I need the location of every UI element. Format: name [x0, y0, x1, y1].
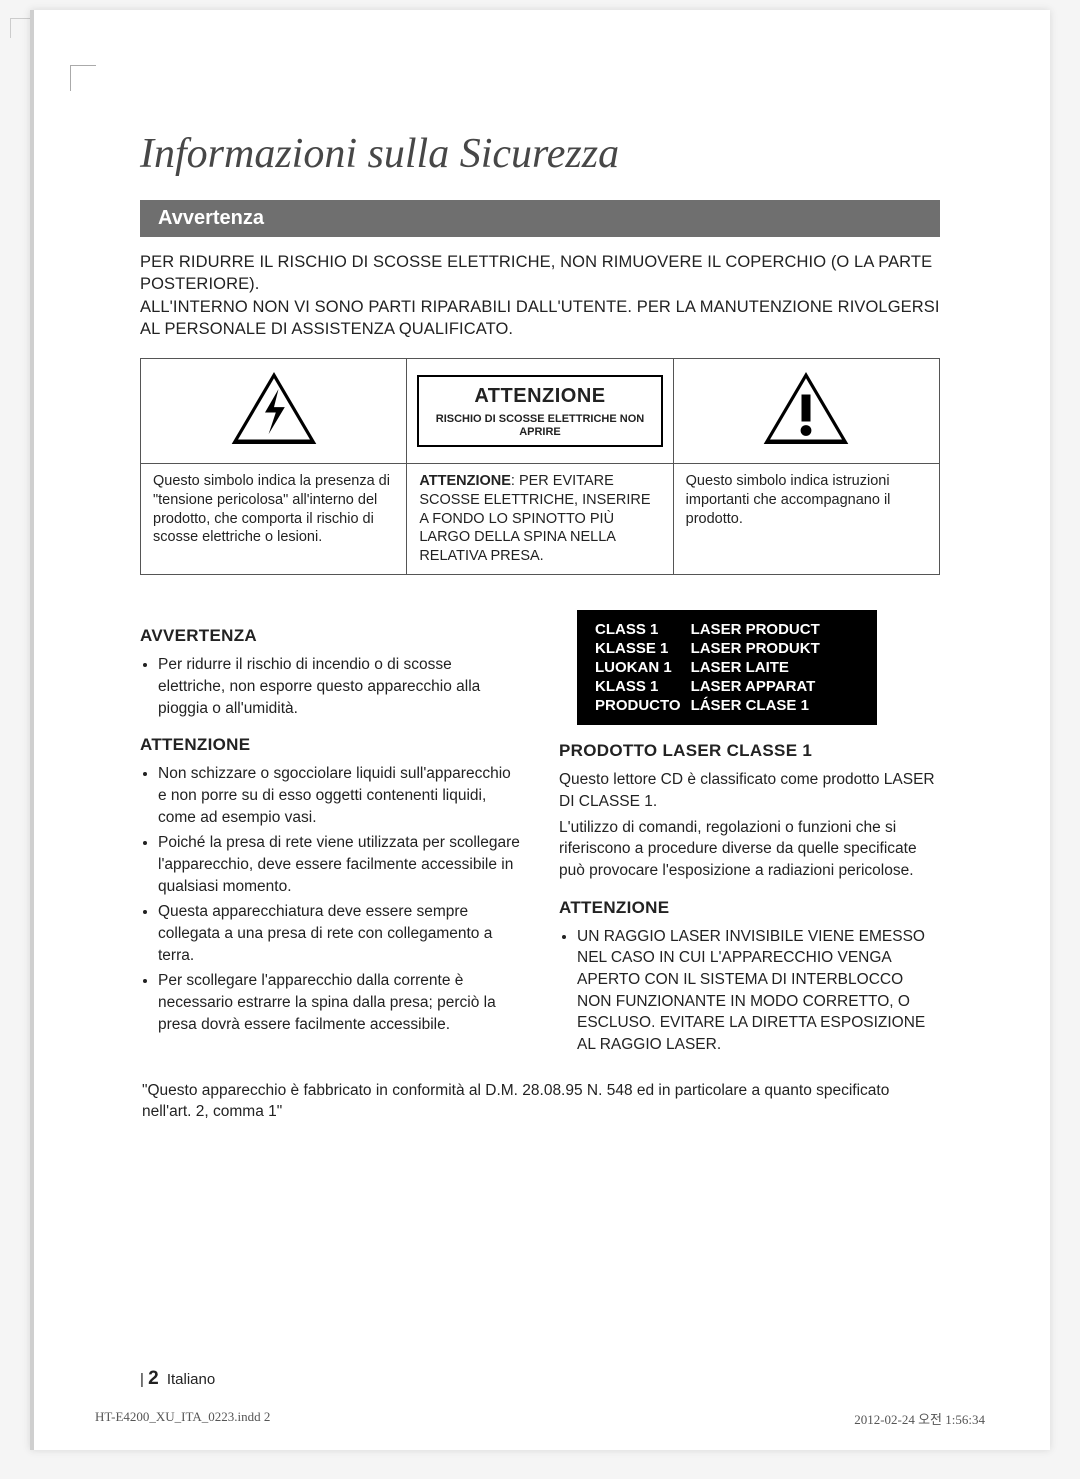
laser-cell: KLASS 1	[595, 677, 691, 696]
footer-bar: |	[140, 1371, 144, 1388]
page: Informazioni sulla Sicurezza Avvertenza …	[30, 10, 1050, 1450]
attenzione-list-left: Non schizzare o sgocciolare liquidi sull…	[140, 763, 521, 1035]
list-item: Poiché la presa di rete viene utilizzata…	[158, 832, 521, 897]
section-heading: Avvertenza	[140, 200, 940, 237]
list-item: Questa apparecchiatura deve essere sempr…	[158, 901, 521, 966]
page-title: Informazioni sulla Sicurezza	[140, 130, 940, 178]
voltage-triangle-icon	[229, 369, 319, 453]
exclamation-desc: Questo simbolo indica istruzioni importa…	[673, 463, 939, 574]
list-item: Non schizzare o sgocciolare liquidi sull…	[158, 763, 521, 828]
heading-prodotto: PRODOTTO LASER CLASSE 1	[559, 741, 940, 761]
crop-mark-outer	[10, 18, 30, 38]
laser-cell: LUOKAN 1	[595, 658, 691, 677]
heading-avvertenza: AVVERTENZA	[140, 626, 521, 646]
exclamation-triangle-icon	[761, 369, 851, 453]
attention-title: ATTENZIONE	[423, 383, 656, 409]
attenzione-list-right: UN RAGGIO LASER INVISIBILE VIENE EMESSO …	[559, 926, 940, 1056]
laser-cell: PRODUCTO	[595, 696, 691, 715]
list-item: Per scollegare l'apparecchio dalla corre…	[158, 970, 521, 1035]
laser-class-box: CLASS 1LASER PRODUCT KLASSE 1LASER PRODU…	[577, 610, 877, 725]
left-column: AVVERTENZA Per ridurre il rischio di inc…	[140, 610, 521, 1060]
laser-cell: LASER APPARAT	[691, 677, 830, 696]
center-desc-bold: ATTENZIONE	[419, 473, 511, 489]
intro-text: PER RIDURRE IL RISCHIO DI SCOSSE ELETTRI…	[140, 251, 940, 340]
laser-cell: LASER LAITE	[691, 658, 830, 677]
page-footer: | 2 Italiano	[140, 1368, 215, 1390]
prodotto-p1: Questo lettore CD è classificato come pr…	[559, 769, 940, 812]
heading-attenzione-left: ATTENZIONE	[140, 735, 521, 755]
prodotto-p2: L'utilizzo di comandi, regolazioni o fun…	[559, 817, 940, 882]
print-file: HT-E4200_XU_ITA_0223.indd 2	[95, 1409, 270, 1428]
list-item: UN RAGGIO LASER INVISIBILE VIENE EMESSO …	[577, 926, 940, 1056]
two-column-body: AVVERTENZA Per ridurre il rischio di inc…	[140, 610, 940, 1060]
center-desc: ATTENZIONE: PER EVITARE SCOSSE ELETTRICH…	[407, 463, 673, 574]
binding-spine	[30, 10, 34, 1450]
avvertenza-list: Per ridurre il rischio di incendio o di …	[140, 654, 521, 719]
voltage-desc: Questo simbolo indica la presenza di "te…	[141, 463, 407, 574]
laser-cell: CLASS 1	[595, 620, 691, 639]
print-timestamp: 2012-02-24 오전 1:56:34	[854, 1409, 985, 1428]
heading-attenzione-right: ATTENZIONE	[559, 898, 940, 918]
attention-box: ATTENZIONE RISCHIO DI SCOSSE ELETTRICHE …	[417, 375, 662, 447]
laser-cell: LASER PRODUCT	[691, 620, 830, 639]
conformity-text: "Questo apparecchio è fabbricato in conf…	[140, 1080, 940, 1123]
list-item: Per ridurre il rischio di incendio o di …	[158, 654, 521, 719]
laser-cell: LÁSER CLASE 1	[691, 696, 830, 715]
right-column: CLASS 1LASER PRODUCT KLASSE 1LASER PRODU…	[559, 610, 940, 1060]
crop-mark	[70, 65, 96, 91]
warning-table: ATTENZIONE RISCHIO DI SCOSSE ELETTRICHE …	[140, 358, 940, 575]
page-number: 2	[148, 1368, 159, 1389]
print-metadata: HT-E4200_XU_ITA_0223.indd 2 2012-02-24 오…	[95, 1409, 985, 1428]
laser-cell: LASER PRODUKT	[691, 639, 830, 658]
laser-cell: KLASSE 1	[595, 639, 691, 658]
attention-subtitle: RISCHIO DI SCOSSE ELETTRICHE NON APRIRE	[423, 413, 656, 439]
footer-lang: Italiano	[167, 1371, 215, 1388]
